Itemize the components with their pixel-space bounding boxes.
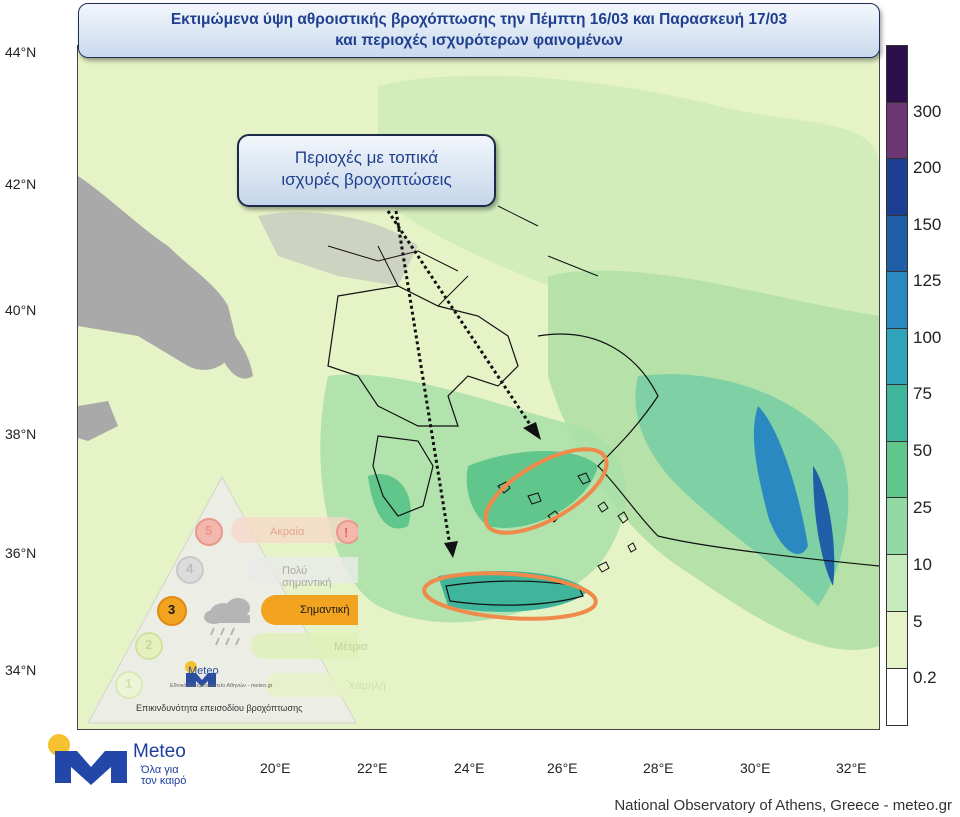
rain-field-cyclades [466,451,598,528]
lat-label-38: 38°N [5,426,37,442]
colorbar-segment [886,103,908,159]
colorbar-segment [886,669,908,726]
attribution-footer: National Observatory of Athens, Greece -… [614,797,952,814]
meteo-logo-slogan-1: Όλα για [141,764,179,776]
heavy-rain-callout: Περιοχές με τοπικά ισχυρές βροχοπτώσεις [237,134,496,207]
coast-peloponnese [372,435,434,517]
colorbar-segment [886,385,908,442]
colorbar-label-75: 75 [913,384,932,403]
risk-label-moderate: Μέτρια [334,641,368,653]
risk-num-2: 2 [145,637,153,652]
land-italy-heel [208,306,253,379]
lat-label-44: 44°N [5,44,37,60]
risk-num-4: 4 [186,561,194,576]
colorbar-label-25: 25 [913,498,932,517]
coast-turkey [537,333,879,567]
lon-label-30: 30°E [740,760,771,776]
rain-drops [210,627,240,646]
risk-num-3: 3 [168,602,176,617]
arrow-head-2 [444,541,458,558]
lat-label-42: 42°N [5,176,37,192]
rain-field-crete [438,571,588,612]
rain-field-heavy-east [753,406,808,555]
lat-label-34: 34°N [5,662,37,678]
land-sicily [78,401,118,441]
lat-label-36: 36°N [5,545,37,561]
risk-logo-text: Meteo [188,665,219,677]
precip-colorbar [886,45,908,726]
risk-scale-panel: ! 5 4 3 2 1 Ακραία Πολύ σημαντική Σημαντ… [86,475,401,725]
colorbar-label-150: 150 [913,215,942,234]
islands-dodecanese [597,511,637,573]
risk-label-low: Χαμηλή [348,680,386,692]
colorbar-label-5: 5 [913,612,923,631]
colorbar-segment [886,216,908,272]
lon-label-28: 28°E [643,760,674,776]
risk-pyramid: ! [87,475,401,724]
colorbar-segment [886,612,908,669]
map-title-box: Εκτιμώμενα ύψη αθροιστικής βροχόπτωσης τ… [78,3,880,58]
colorbar-segment [886,329,908,385]
colorbar-segment [886,46,908,103]
colorbar-label-50: 50 [913,441,932,460]
colorbar-segment [886,442,908,498]
lat-label-40: 40°N [5,302,37,318]
lon-label-20: 20°E [260,760,291,776]
rain-field-heavy-east2 [813,466,835,586]
colorbar-segment [886,272,908,329]
highlight-ellipse-crete [422,571,598,621]
border-lines [327,205,599,307]
meteo-logo: Meteo Όλα για τον καιρό [45,733,215,788]
risk-label-extreme: Ακραία [270,526,305,538]
colorbar-label-100: 100 [913,328,942,347]
risk-logo-subtitle: Εθνικό Αστεροσκοπείο Αθηνών - meteo.gr [170,683,273,689]
colorbar-label-0-2: 0.2 [913,668,937,687]
coast-crete [445,580,584,606]
colorbar-label-200: 200 [913,158,942,177]
arrow-head-1 [523,422,541,440]
colorbar-segment [886,555,908,612]
rain-cloud-icon [204,598,250,624]
meteo-logo-mark [48,734,127,785]
pointer-arrows [386,210,535,547]
colorbar-segment [886,159,908,216]
callout-line2: ισχυρές βροχοπτώσεις [281,170,452,189]
risk-scale-caption: Επικινδυνότητα επεισοδίου βροχόπτωσης [136,703,303,713]
highlight-ellipse-cyclades [483,447,609,535]
svg-text:!: ! [344,525,348,540]
meteo-logo-brand: Meteo [133,741,186,762]
risk-num-1: 1 [125,676,133,691]
rain-field-north [378,75,879,354]
risk-logo-mark [185,661,216,687]
colorbar-label-10: 10 [913,555,932,574]
lon-label-32: 32°E [836,760,867,776]
colorbar-label-125: 125 [913,271,942,290]
map-title-line1: Εκτιμώμενα ύψη αθροιστικής βροχόπτωσης τ… [170,11,788,28]
colorbar-segment [886,498,908,555]
risk-label-significant: Σημαντική [300,604,350,616]
land-italy [78,176,238,370]
callout-line1: Περιοχές με τοπικά [294,148,439,167]
lon-label-22: 22°E [357,760,388,776]
coast-greece [327,285,519,427]
map-title-line2: και περιοχές ισχυρότερων φαινομένων [335,32,623,49]
colorbar-label-300: 300 [913,102,942,121]
meteo-logo-slogan-2: τον καιρό [141,775,187,787]
risk-label-very-significant: Πολύ σημαντική [282,565,332,589]
lon-label-26: 26°E [547,760,578,776]
lon-label-24: 24°E [454,760,485,776]
risk-num-5: 5 [205,523,213,538]
